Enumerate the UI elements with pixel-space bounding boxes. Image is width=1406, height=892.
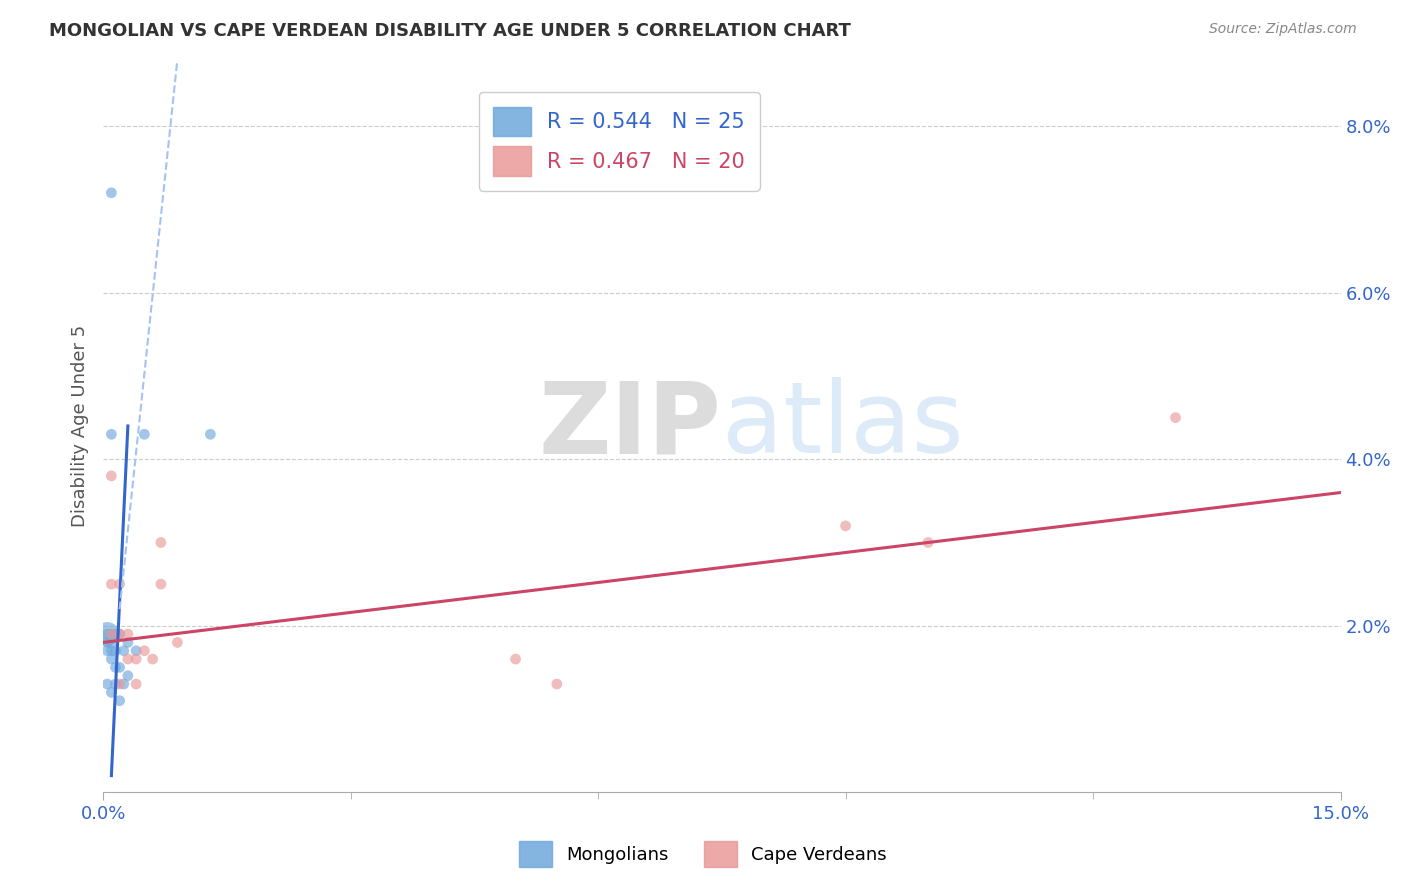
- Point: [104, 660, 127, 674]
- Point: [108, 577, 131, 591]
- Point: [112, 677, 135, 691]
- Point: [125, 677, 148, 691]
- Point: [104, 627, 127, 641]
- Point: [100, 627, 122, 641]
- Point: [134, 427, 156, 442]
- Point: [125, 652, 148, 666]
- Point: [117, 627, 139, 641]
- Point: [96, 644, 118, 658]
- Point: [112, 644, 135, 658]
- Point: [100, 577, 122, 591]
- Point: [100, 652, 122, 666]
- Point: [149, 535, 172, 549]
- Point: [117, 635, 139, 649]
- Point: [100, 627, 122, 641]
- Point: [100, 635, 122, 649]
- Point: [100, 685, 122, 699]
- Legend: Mongolians, Cape Verdeans: Mongolians, Cape Verdeans: [512, 834, 894, 874]
- Text: atlas: atlas: [721, 377, 963, 475]
- Legend: R = 0.544   N = 25, R = 0.467   N = 20: R = 0.544 N = 25, R = 0.467 N = 20: [478, 92, 759, 191]
- Y-axis label: Disability Age Under 5: Disability Age Under 5: [72, 325, 89, 527]
- Point: [96, 627, 118, 641]
- Point: [505, 652, 527, 666]
- Point: [125, 644, 148, 658]
- Point: [117, 669, 139, 683]
- Point: [108, 677, 131, 691]
- Point: [834, 519, 856, 533]
- Text: Source: ZipAtlas.com: Source: ZipAtlas.com: [1209, 22, 1357, 37]
- Point: [100, 469, 122, 483]
- Point: [100, 427, 122, 442]
- Point: [142, 652, 165, 666]
- Point: [200, 427, 222, 442]
- Point: [108, 694, 131, 708]
- Text: ZIP: ZIP: [538, 377, 721, 475]
- Point: [1164, 410, 1187, 425]
- Point: [108, 627, 131, 641]
- Point: [166, 635, 188, 649]
- Point: [108, 660, 131, 674]
- Text: MONGOLIAN VS CAPE VERDEAN DISABILITY AGE UNDER 5 CORRELATION CHART: MONGOLIAN VS CAPE VERDEAN DISABILITY AGE…: [49, 22, 851, 40]
- Point: [917, 535, 939, 549]
- Point: [100, 186, 122, 200]
- Point: [149, 577, 172, 591]
- Point: [104, 677, 127, 691]
- Point: [104, 644, 127, 658]
- Point: [96, 635, 118, 649]
- Point: [117, 652, 139, 666]
- Point: [96, 677, 118, 691]
- Point: [100, 644, 122, 658]
- Point: [108, 627, 131, 641]
- Point: [96, 627, 118, 641]
- Point: [546, 677, 568, 691]
- Point: [134, 644, 156, 658]
